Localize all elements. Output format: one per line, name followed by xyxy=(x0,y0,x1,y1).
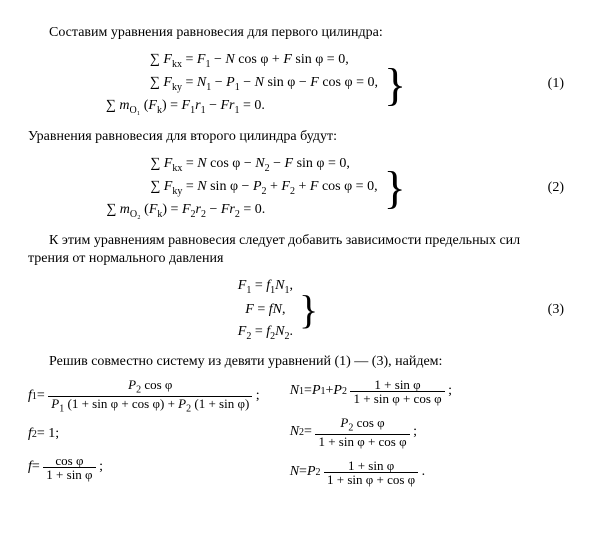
equation-block-1: ∑ Fkx = F1 − N cos φ + F sin φ = 0, ∑ Fk… xyxy=(28,51,564,118)
equation-block-3: F1 = f1N1, F = fN, F2 = f2N2. } (3) xyxy=(28,277,564,342)
brace-2: } xyxy=(384,167,406,208)
eq2-line1: ∑ Fkx = N cos φ − N2 − F sin φ = 0, xyxy=(150,155,350,175)
intro-paragraph-3: К этим уравнениям равновесия следует доб… xyxy=(28,232,564,270)
results-right-column: N1 = P1 + P2 1 + sin φ 1 + sin φ + cos φ… xyxy=(290,378,452,487)
eq2-line2: ∑ Fky = N sin φ − P2 + F2 + F cos φ = 0, xyxy=(150,178,377,198)
results-block: f1 = P2 cos φ P1 (1 + sin φ + cos φ) + P… xyxy=(28,378,564,487)
eq3-number: (3) xyxy=(528,301,564,320)
intro-paragraph-1: Составим уравнения равновесия для первог… xyxy=(28,24,564,43)
eq1-line2: ∑ Fky = N1 − P1 − N sin φ − F cos φ = 0, xyxy=(150,74,378,94)
eq3-line3: F2 = f2N2. xyxy=(238,323,293,343)
result-f1: f1 = P2 cos φ P1 (1 + sin φ + cos φ) + P… xyxy=(28,378,260,415)
result-N: N = P2 1 + sin φ 1 + sin φ + cos φ . xyxy=(290,459,452,487)
results-left-column: f1 = P2 cos φ P1 (1 + sin φ + cos φ) + P… xyxy=(28,378,260,487)
eq2-number: (2) xyxy=(528,179,564,198)
eq3-line1: F1 = f1N1, xyxy=(238,277,293,297)
eq2-line3: ∑ mO₂ (Fk) = F2r2 − Fr2 = 0. xyxy=(106,201,265,221)
eq1-line1: ∑ Fkx = F1 − N cos φ + F sin φ = 0, xyxy=(150,51,349,71)
result-N1: N1 = P1 + P2 1 + sin φ 1 + sin φ + cos φ… xyxy=(290,378,452,406)
eq3-line2: F = fN, xyxy=(245,301,285,320)
intro-paragraph-4: Решив совместно систему из девяти уравне… xyxy=(28,353,564,372)
eq1-number: (1) xyxy=(528,75,564,94)
intro-paragraph-2: Уравнения равновесия для второго цилиндр… xyxy=(28,128,564,147)
brace-1: } xyxy=(384,64,406,105)
result-f: f = cos φ 1 + sin φ ; xyxy=(28,454,260,482)
equation-block-2: ∑ Fkx = N cos φ − N2 − F sin φ = 0, ∑ Fk… xyxy=(28,155,564,222)
eq1-line3: ∑ mO₁ (Fk) = F1r1 − Fr1 = 0. xyxy=(106,97,265,117)
result-f2: f2 = 1; xyxy=(28,425,260,444)
result-N2: N2 = P2 cos φ 1 + sin φ + cos φ ; xyxy=(290,416,452,449)
brace-3: } xyxy=(299,292,318,328)
